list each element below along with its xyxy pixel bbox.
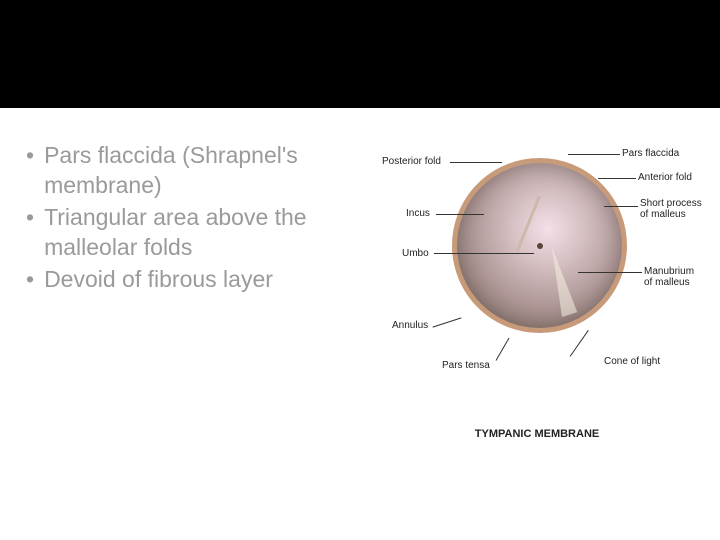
list-item: • Devoid of fibrous layer	[26, 264, 366, 294]
label-pars-tensa: Pars tensa	[442, 360, 490, 371]
bullet-dot-icon: •	[26, 264, 34, 294]
label-cone-of-light: Cone of light	[604, 356, 660, 367]
label-pars-flaccida: Pars flaccida	[622, 148, 679, 159]
label-annulus: Annulus	[392, 320, 428, 331]
label-posterior-fold: Posterior fold	[382, 156, 441, 167]
leader-line	[433, 317, 462, 327]
list-item: • Pars flaccida (Shrapnel's membrane)	[26, 140, 366, 200]
leader-line	[434, 253, 534, 254]
bullet-list: • Pars flaccida (Shrapnel's membrane) • …	[26, 140, 366, 296]
leader-line	[578, 272, 642, 273]
membrane-illustration	[452, 158, 627, 333]
bullet-dot-icon: •	[26, 140, 34, 170]
tympanic-membrane-figure: Posterior fold Incus Umbo Annulus Pars t…	[372, 148, 702, 448]
bullet-text: Pars flaccida (Shrapnel's membrane)	[44, 140, 366, 200]
leader-line	[436, 214, 484, 215]
leader-line	[570, 330, 589, 357]
content-area: • Pars flaccida (Shrapnel's membrane) • …	[0, 112, 720, 540]
leader-line	[450, 162, 502, 163]
bullet-dot-icon: •	[26, 202, 34, 232]
bullet-text: Triangular area above the malleolar fold…	[44, 202, 366, 262]
list-item: • Triangular area above the malleolar fo…	[26, 202, 366, 262]
header-band	[0, 0, 720, 108]
label-incus: Incus	[406, 208, 430, 219]
leader-line	[598, 178, 636, 179]
label-anterior-fold: Anterior fold	[638, 172, 692, 183]
leader-line	[568, 154, 620, 155]
label-short-process: Short processof malleus	[640, 198, 702, 220]
leader-line	[496, 338, 510, 361]
label-umbo: Umbo	[402, 248, 429, 259]
label-manubrium: Manubriumof malleus	[644, 266, 694, 288]
figure-caption: TYMPANIC MEMBRANE	[372, 428, 702, 440]
bullet-text: Devoid of fibrous layer	[44, 264, 273, 294]
leader-line	[604, 206, 638, 207]
